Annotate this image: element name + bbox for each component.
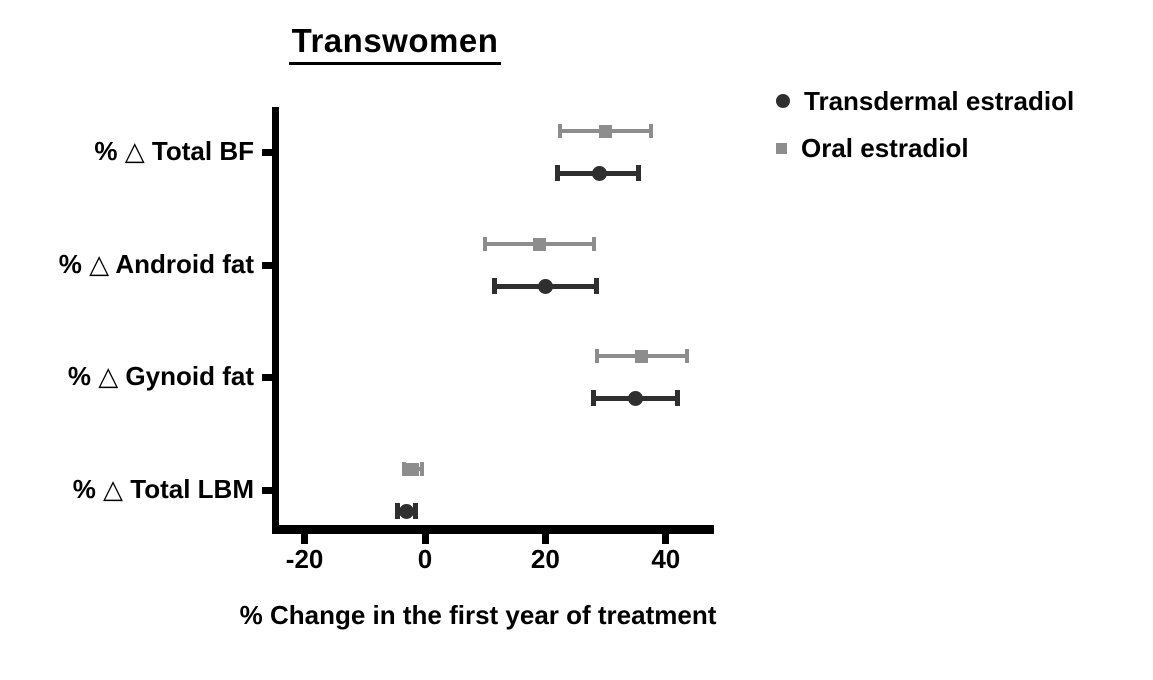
- y-axis-tick: [262, 486, 273, 494]
- chart-title: Transwomen: [288, 22, 502, 65]
- data-point-circle: [537, 278, 553, 294]
- y-category-label: % △ Android fat: [58, 249, 254, 279]
- data-point-square: [406, 462, 420, 476]
- x-axis-tick: [421, 533, 429, 544]
- y-category-label: % △ Total LBM: [72, 474, 254, 504]
- x-axis-tick-label: 20: [530, 544, 560, 574]
- error-bar-cap: [413, 503, 419, 519]
- error-bar-cap: [648, 124, 653, 138]
- error-bar-cap: [419, 462, 424, 476]
- data-point-square: [635, 349, 649, 363]
- legend-item: Oral estradiol: [776, 133, 1074, 163]
- y-axis-tick: [262, 148, 273, 156]
- square-legend-marker-icon: [776, 142, 787, 154]
- error-bar-cap: [591, 390, 597, 406]
- data-point-circle: [628, 390, 644, 406]
- error-bar-cap: [594, 278, 600, 294]
- x-axis-tick-label: -20: [285, 544, 324, 574]
- data-point-square: [532, 237, 546, 251]
- circle-legend-marker-icon: [776, 94, 790, 108]
- error-bar-cap: [684, 349, 689, 363]
- legend: Transdermal estradiol Oral estradiol: [776, 86, 1074, 180]
- y-category-label: % △ Total BF: [94, 136, 254, 166]
- y-category-label: % △ Gynoid fat: [67, 361, 254, 391]
- chart-title-wrap: Transwomen: [235, 22, 555, 65]
- x-axis-tick-label: 40: [651, 544, 681, 574]
- data-point-circle: [592, 165, 608, 181]
- data-point-circle: [399, 503, 415, 519]
- y-axis-tick: [262, 373, 273, 381]
- x-axis-tick: [541, 533, 549, 544]
- y-axis-tick: [262, 261, 273, 269]
- error-bar-cap: [591, 237, 596, 251]
- x-axis-tick: [662, 533, 670, 544]
- x-axis-title: % Change in the first year of treatment: [239, 600, 717, 630]
- error-bar-cap: [483, 237, 488, 251]
- error-bar-cap: [594, 349, 599, 363]
- x-axis-tick: [301, 533, 309, 544]
- x-axis-tick-label: 0: [417, 544, 433, 574]
- error-bar-cap: [491, 278, 497, 294]
- error-bar-cap: [558, 124, 563, 138]
- error-bar-cap: [401, 462, 406, 476]
- legend-item: Transdermal estradiol: [776, 86, 1074, 116]
- x-axis-line: [272, 525, 714, 534]
- error-bar-cap: [675, 390, 681, 406]
- error-bar-cap: [636, 165, 642, 181]
- error-bar-cap: [554, 165, 560, 181]
- y-axis-line: [272, 107, 279, 534]
- error-bar-cap: [395, 503, 401, 519]
- legend-label: Transdermal estradiol: [804, 86, 1075, 116]
- data-point-square: [599, 124, 613, 138]
- legend-label: Oral estradiol: [801, 133, 969, 163]
